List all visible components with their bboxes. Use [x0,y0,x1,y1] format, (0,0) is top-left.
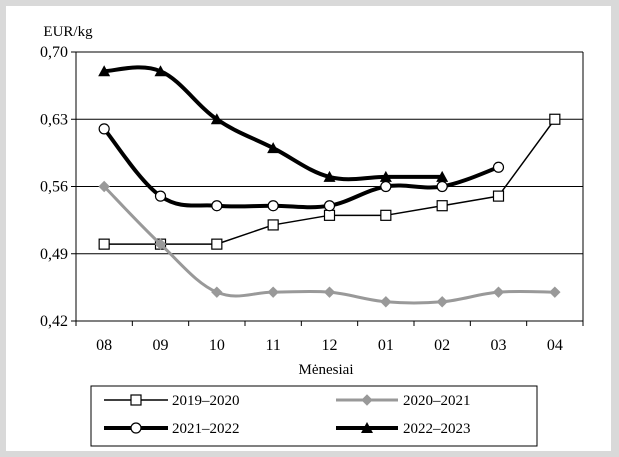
data-point [323,200,336,212]
line-chart: 0,42 0,49 0,56 0,63 0,70 08 09 10 11 12 01 02 03 04 E… [40,24,584,447]
data-point [98,180,110,193]
data-point [323,209,336,221]
data-point [211,286,223,298]
legend-item: 2020–2021 [336,393,471,409]
data-point [436,296,448,308]
data-point [267,200,279,212]
y-tick-label: 0,56 [40,179,68,196]
series-2 [98,180,561,308]
legend-marker [130,394,142,406]
y-tick-label: 0,63 [40,111,68,128]
data-point [98,123,110,135]
legend-item: 2022–2023 [336,421,471,437]
data-point [98,238,110,250]
data-point [154,238,167,250]
data-point [211,238,223,250]
data-point [380,209,392,221]
data-point [379,170,392,182]
legend-label: 2022–2023 [403,421,471,437]
data-point [436,200,448,212]
data-point [436,180,448,193]
data-point [492,161,505,173]
data-point [267,142,280,154]
series-3 [98,123,505,212]
y-axis-title: EUR/kg [43,24,93,40]
y-tick-label: 0,70 [40,44,68,61]
data-point [492,190,505,202]
chart-frame: 0,42 0,49 0,56 0,63 0,70 08 09 10 11 12 01 02 03 04 E… [6,6,611,451]
data-point [267,219,279,231]
series-line [104,65,443,182]
x-tick-label: 02 [434,337,450,354]
data-point [211,200,223,212]
legend-item: 2021–2022 [104,421,240,437]
series-layer [98,65,561,308]
x-tick-label: 11 [265,337,280,354]
x-tick-label: 09 [153,337,169,354]
y-tick-label: 0,42 [40,313,68,330]
series-1 [98,113,561,250]
x-tick-label: 04 [547,337,563,354]
x-tick-label: 12 [322,337,338,354]
data-point [154,190,167,202]
data-point [267,286,279,298]
data-point [492,286,505,298]
data-point [436,170,449,182]
y-tick-label: 0,49 [40,246,68,263]
legend-item: 2019–2020 [104,393,240,409]
data-point [323,170,336,182]
data-point [549,113,561,125]
legend-marker [361,394,373,406]
legend-label: 2020–2021 [403,393,471,409]
data-point [98,65,111,77]
legend-marker [361,422,373,433]
x-tick-label: 03 [491,337,507,354]
legend-label: 2021–2022 [172,421,240,437]
series-4 [98,65,449,182]
legend: 2019–2020 2020–2021 2021–2022 2022–2023 [90,385,538,447]
axis-layer: 0,42 0,49 0,56 0,63 0,70 08 09 10 11 12 01 02 03 04 [40,44,584,354]
legend-label: 2019–2020 [172,393,240,409]
data-point [323,286,336,298]
data-point [549,286,561,298]
data-point [380,180,392,193]
data-point [154,65,167,77]
legend-box [90,385,538,447]
x-axis-title: Mėnesiai [299,362,354,378]
legend-marker [130,422,142,434]
x-tick-label: 01 [378,337,394,354]
x-tick-label: 08 [96,337,112,354]
x-tick-label: 10 [209,337,225,354]
data-point [380,296,392,308]
data-point [210,113,223,125]
grid-layer [76,51,583,255]
